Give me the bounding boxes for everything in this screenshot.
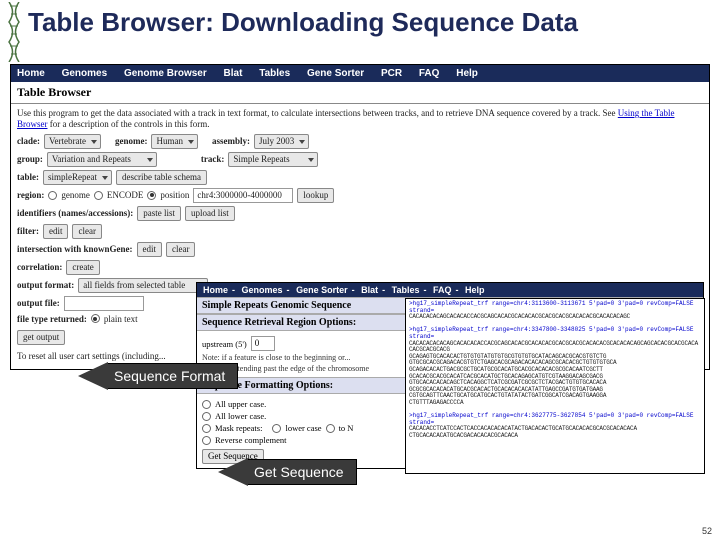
nav-genome-browser[interactable]: Genome Browser — [124, 68, 207, 79]
overlay-nav-tables[interactable]: Tables — [392, 285, 420, 295]
intersection-label: intersection with knownGene: — [17, 244, 133, 254]
slide-number: 52 — [702, 526, 712, 536]
output-file-input[interactable] — [64, 296, 144, 311]
arrow-left-icon — [218, 458, 248, 486]
track-select[interactable]: Simple Repeats — [228, 152, 318, 167]
table-label: table: — [17, 172, 39, 182]
region-encode-radio[interactable] — [94, 191, 103, 200]
nav-genomes[interactable]: Genomes — [62, 68, 108, 79]
fasta-seq-1: CACACACACAGCACACACCACGCAGCACACGCACACACGC… — [409, 314, 701, 321]
overlay-nav-faq[interactable]: FAQ — [433, 285, 452, 295]
overlay-nav-help[interactable]: Help — [465, 285, 485, 295]
opt-upper-radio[interactable] — [202, 400, 211, 409]
slide-title: Table Browser: Downloading Sequence Data — [28, 8, 710, 37]
mask-n-radio[interactable] — [326, 424, 335, 433]
nav-pcr[interactable]: PCR — [381, 68, 402, 79]
filter-edit-button[interactable]: edit — [43, 224, 69, 239]
group-label: group: — [17, 154, 43, 164]
output-format-select[interactable]: all fields from selected table — [78, 278, 208, 293]
genome-select[interactable]: Human — [151, 134, 198, 149]
position-input[interactable]: chr4:3000000-4000000 — [193, 188, 293, 203]
intersection-edit-button[interactable]: edit — [137, 242, 163, 257]
paste-list-button[interactable]: paste list — [137, 206, 181, 221]
nav-gene-sorter[interactable]: Gene Sorter — [307, 68, 364, 79]
assembly-label: assembly: — [212, 136, 250, 146]
identifiers-label: identifiers (names/accessions): — [17, 208, 133, 218]
callout-get-sequence: Get Sequence — [218, 458, 357, 486]
mask-lower-radio[interactable] — [272, 424, 281, 433]
overlay-nav: Home- Genomes- Gene Sorter- Blat- Tables… — [197, 283, 703, 297]
clade-label: clade: — [17, 136, 40, 146]
overlay-nav-gene-sorter[interactable]: Gene Sorter — [296, 285, 348, 295]
table-select[interactable]: simpleRepeat — [43, 170, 112, 185]
filter-label: filter: — [17, 226, 39, 236]
nav-help[interactable]: Help — [456, 68, 478, 79]
nav-blat[interactable]: Blat — [224, 68, 243, 79]
region-label: region: — [17, 190, 44, 200]
arrow-left-icon — [78, 362, 108, 390]
opt-mask-radio[interactable] — [202, 424, 211, 433]
track-label: track: — [201, 154, 225, 164]
overlay-nav-blat[interactable]: Blat — [361, 285, 378, 295]
output-format-label: output format: — [17, 280, 74, 290]
callout-sequence-format: Sequence Format — [78, 362, 238, 390]
filter-clear-button[interactable]: clear — [72, 224, 101, 239]
fasta-header-2: >hg17_simpleRepeat_trf range=chr4:334780… — [409, 327, 701, 340]
file-type-label: file type returned: — [17, 314, 87, 324]
region-genome-radio[interactable] — [48, 191, 57, 200]
clade-select[interactable]: Vertebrate — [44, 134, 101, 149]
upload-list-button[interactable]: upload list — [185, 206, 235, 221]
intro-paragraph: Use this program to get the data associa… — [17, 108, 703, 131]
output-file-label: output file: — [17, 298, 60, 308]
file-type-plain-radio[interactable] — [91, 314, 100, 323]
correlation-create-button[interactable]: create — [66, 260, 99, 275]
region-position-radio[interactable] — [147, 191, 156, 200]
get-output-button[interactable]: get output — [17, 330, 65, 345]
opt-reverse-radio[interactable] — [202, 436, 211, 445]
describe-schema-button[interactable]: describe table schema — [116, 170, 207, 185]
opt-lower-radio[interactable] — [202, 412, 211, 421]
dna-helix-icon — [6, 2, 22, 62]
nav-home[interactable]: Home — [17, 68, 45, 79]
assembly-select[interactable]: July 2003 — [254, 134, 309, 149]
sequence-output-window: >hg17_simpleRepeat_trf range=chr4:311360… — [405, 298, 705, 474]
panel-heading: Table Browser — [11, 82, 709, 104]
main-nav: Home Genomes Genome Browser Blat Tables … — [11, 65, 709, 82]
group-select[interactable]: Variation and Repeats — [47, 152, 157, 167]
overlay-nav-home[interactable]: Home — [203, 285, 228, 295]
overlay-nav-genomes[interactable]: Genomes — [242, 285, 283, 295]
upstream-input[interactable]: 0 — [251, 336, 275, 351]
lookup-button[interactable]: lookup — [297, 188, 334, 203]
correlation-label: correlation: — [17, 262, 62, 272]
intersection-clear-button[interactable]: clear — [166, 242, 195, 257]
genome-label: genome: — [115, 136, 148, 146]
nav-faq[interactable]: FAQ — [419, 68, 440, 79]
nav-tables[interactable]: Tables — [259, 68, 290, 79]
